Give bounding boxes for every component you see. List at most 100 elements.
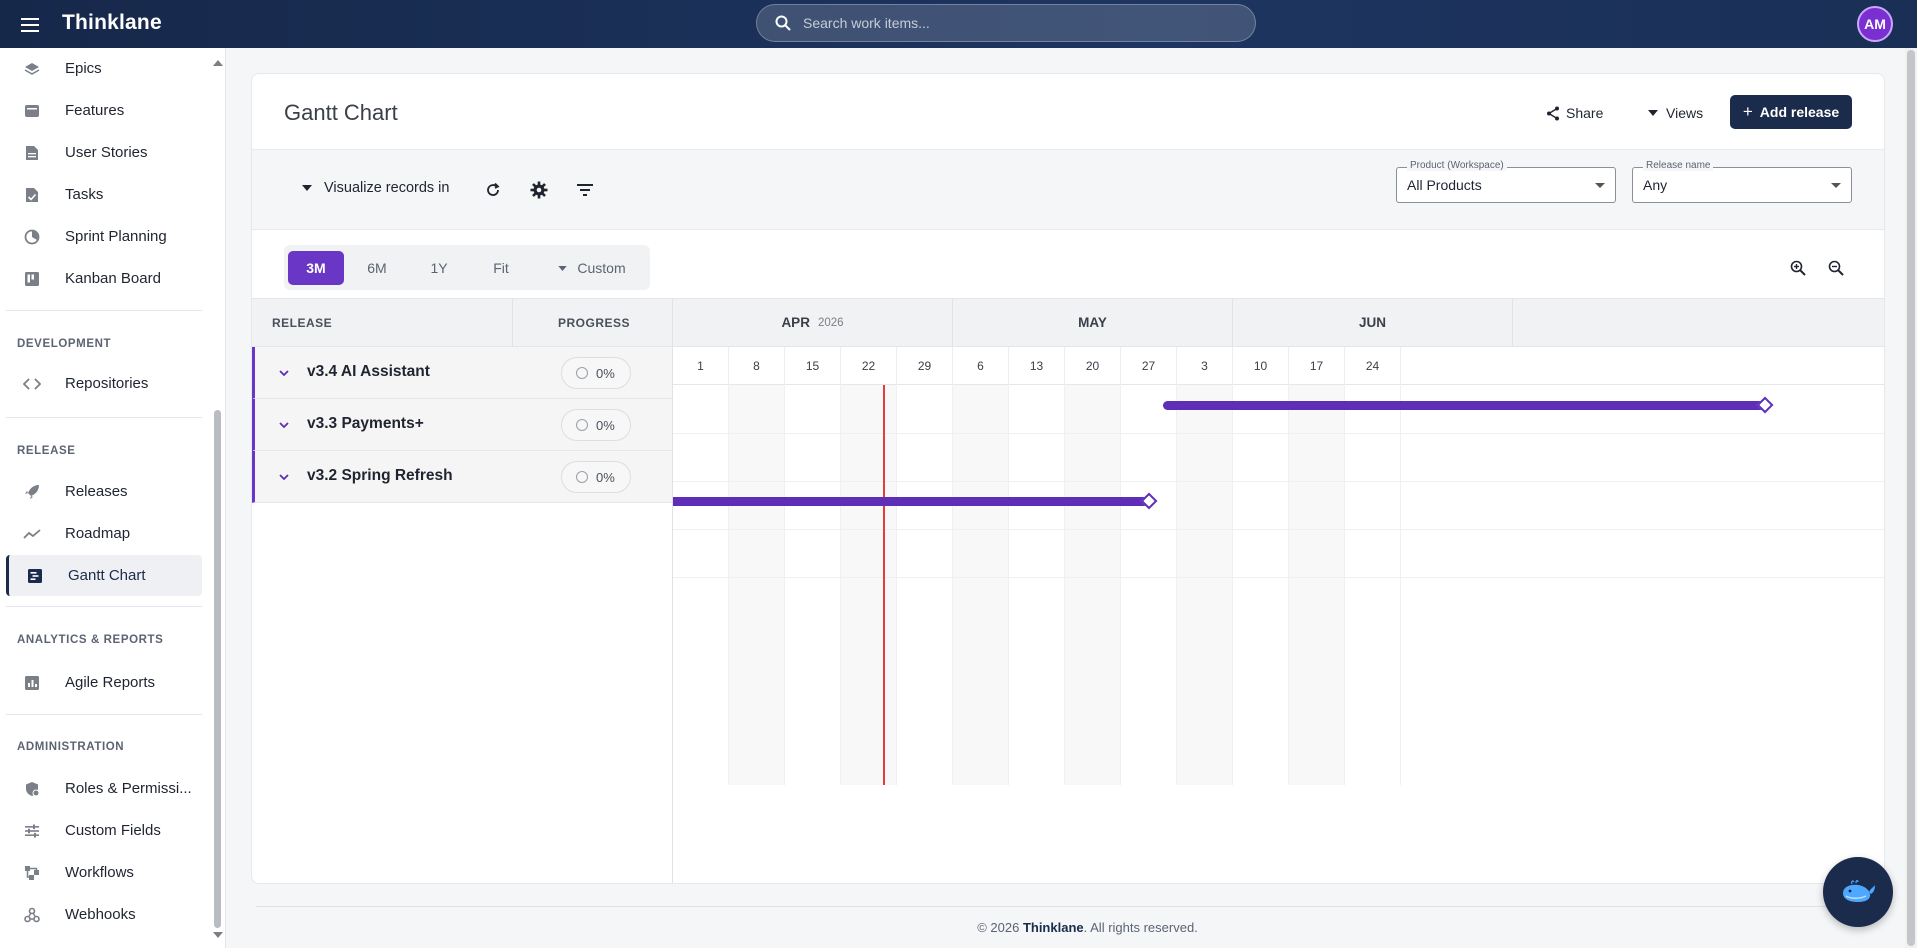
gantt-timeline: APR 2026 MAY JUN 1 8 15 22 29 6 13 20 27 3 10 17 24: [673, 299, 1884, 883]
section-title-analytics: ANALYTICS & REPORTS: [17, 634, 164, 646]
gantt-icon: [25, 566, 45, 586]
sidebar-item-repositories[interactable]: Repositories: [6, 363, 202, 404]
sidebar-item-releases[interactable]: Releases: [6, 471, 202, 512]
sidebar-item-label: Sprint Planning: [65, 228, 167, 245]
rocket-icon: [22, 482, 42, 502]
gear-icon: [530, 181, 548, 199]
chevron-down-icon[interactable]: [277, 418, 291, 432]
sidebar-item-label: Workflows: [65, 864, 134, 881]
page-scrollbar[interactable]: [1905, 48, 1917, 948]
row-line: [673, 433, 1884, 434]
week-column: [1289, 385, 1345, 785]
column-header-progress[interactable]: PROGRESS: [558, 316, 631, 330]
product-select-value: All Products: [1407, 177, 1482, 193]
sidebar-divider: [6, 714, 202, 715]
sidebar-item-agile-reports[interactable]: Agile Reports: [6, 662, 202, 703]
zoom-in-button[interactable]: [1786, 256, 1810, 280]
sidebar-item-gantt-chart[interactable]: Gantt Chart: [6, 555, 202, 596]
search-input[interactable]: [803, 15, 1223, 31]
sidebar-item-roles-permissions[interactable]: Roles & Permissi...: [6, 768, 202, 809]
today-marker: [883, 385, 885, 785]
feature-icon: [22, 101, 42, 121]
brand-logo[interactable]: Thinklane: [62, 11, 162, 34]
task-icon: [22, 185, 42, 205]
range-3m-button[interactable]: 3M: [288, 251, 344, 285]
sidebar-item-features[interactable]: Features: [6, 90, 202, 131]
sidebar-scroll-up-icon[interactable]: [213, 60, 223, 66]
release-row[interactable]: v3.2 Spring Refresh 0%: [252, 451, 672, 503]
month-name: MAY: [1078, 315, 1107, 330]
section-title-administration: ADMINISTRATION: [17, 741, 125, 753]
sidebar-item-epics[interactable]: Epics: [6, 48, 202, 89]
visualize-label: Visualize records in: [324, 180, 450, 196]
sidebar-item-user-stories[interactable]: User Stories: [6, 132, 202, 173]
footer-brand-link[interactable]: Thinklane: [1022, 920, 1084, 935]
whale-icon: [1843, 880, 1875, 902]
sidebar-item-label: Releases: [65, 483, 128, 500]
sidebar-item-custom-fields[interactable]: Custom Fields: [6, 810, 202, 851]
caret-down-icon: [1648, 110, 1658, 116]
release-bar[interactable]: [1163, 401, 1765, 410]
week-label: 17: [1289, 347, 1345, 385]
shield-icon: [22, 779, 42, 799]
chevron-down-icon[interactable]: [277, 366, 291, 380]
sidebar-item-sprint-planning[interactable]: Sprint Planning: [6, 216, 202, 257]
zoom-in-icon: [1790, 260, 1806, 276]
release-name-select[interactable]: Release name Any: [1632, 160, 1852, 203]
share-button[interactable]: Share: [1546, 96, 1603, 130]
chevron-down-icon[interactable]: [277, 470, 291, 484]
plus-icon: +: [1742, 102, 1753, 121]
views-button[interactable]: Views: [1648, 96, 1703, 130]
week-label: 15: [785, 347, 841, 385]
sidebar: Epics Features User Stories Tasks Sprint…: [0, 48, 226, 948]
range-6m-button[interactable]: 6M: [367, 260, 387, 276]
sidebar-item-roadmap[interactable]: Roadmap: [6, 513, 202, 554]
week-column: [729, 385, 785, 785]
page-scrollbar-thumb[interactable]: [1907, 50, 1915, 946]
week-column: [1177, 385, 1233, 785]
release-bar[interactable]: [673, 497, 1149, 506]
settings-button[interactable]: [528, 179, 550, 201]
sidebar-divider: [6, 417, 202, 418]
range-fit-button[interactable]: Fit: [493, 260, 509, 276]
report-icon: [22, 673, 42, 693]
month-header-may: MAY: [953, 299, 1233, 347]
release-milestone[interactable]: [1756, 396, 1774, 414]
product-workspace-select[interactable]: Product (Workspace) All Products: [1396, 160, 1616, 203]
range-1y-button[interactable]: 1Y: [430, 260, 448, 276]
row-line: [673, 481, 1884, 482]
week-column: [841, 385, 897, 785]
caret-down-icon: [558, 265, 568, 271]
search-bar[interactable]: [756, 4, 1256, 42]
sidebar-item-webhooks[interactable]: Webhooks: [6, 894, 202, 935]
document-icon: [22, 143, 42, 163]
add-release-button[interactable]: + Add release: [1730, 95, 1852, 129]
range-custom-button[interactable]: Custom: [538, 251, 646, 285]
sidebar-item-kanban-board[interactable]: Kanban Board: [6, 258, 202, 299]
user-avatar[interactable]: AM: [1857, 6, 1893, 42]
sidebar-item-label: Custom Fields: [65, 822, 161, 839]
sidebar-scroll-down-icon[interactable]: [213, 932, 223, 938]
column-header-release[interactable]: RELEASE: [272, 316, 333, 330]
progress-value: 0%: [596, 417, 615, 433]
sidebar-scrollbar[interactable]: [214, 410, 221, 928]
visualize-records-dropdown[interactable]: Visualize records in: [302, 180, 449, 196]
footer: © 2026 Thinklane. All rights reserved.: [0, 920, 1917, 935]
refresh-button[interactable]: [482, 179, 504, 201]
workflow-icon: [22, 863, 42, 883]
release-row[interactable]: v3.4 AI Assistant 0%: [252, 347, 672, 399]
share-icon: [1547, 106, 1559, 120]
sidebar-item-label: Epics: [65, 60, 102, 77]
sidebar-item-workflows[interactable]: Workflows: [6, 852, 202, 893]
zoom-out-button[interactable]: [1824, 256, 1848, 280]
week-column: [785, 385, 841, 785]
sidebar-item-tasks[interactable]: Tasks: [6, 174, 202, 215]
release-row[interactable]: v3.3 Payments+ 0%: [252, 399, 672, 451]
caret-down-icon: [1595, 183, 1605, 188]
hamburger-menu-button[interactable]: [14, 9, 46, 41]
filter-button[interactable]: [574, 179, 596, 201]
row-line: [673, 529, 1884, 530]
footer-prefix: © 2026: [977, 920, 1023, 935]
sidebar-item-label: Tasks: [65, 186, 104, 203]
assistant-chat-button[interactable]: [1823, 857, 1893, 927]
